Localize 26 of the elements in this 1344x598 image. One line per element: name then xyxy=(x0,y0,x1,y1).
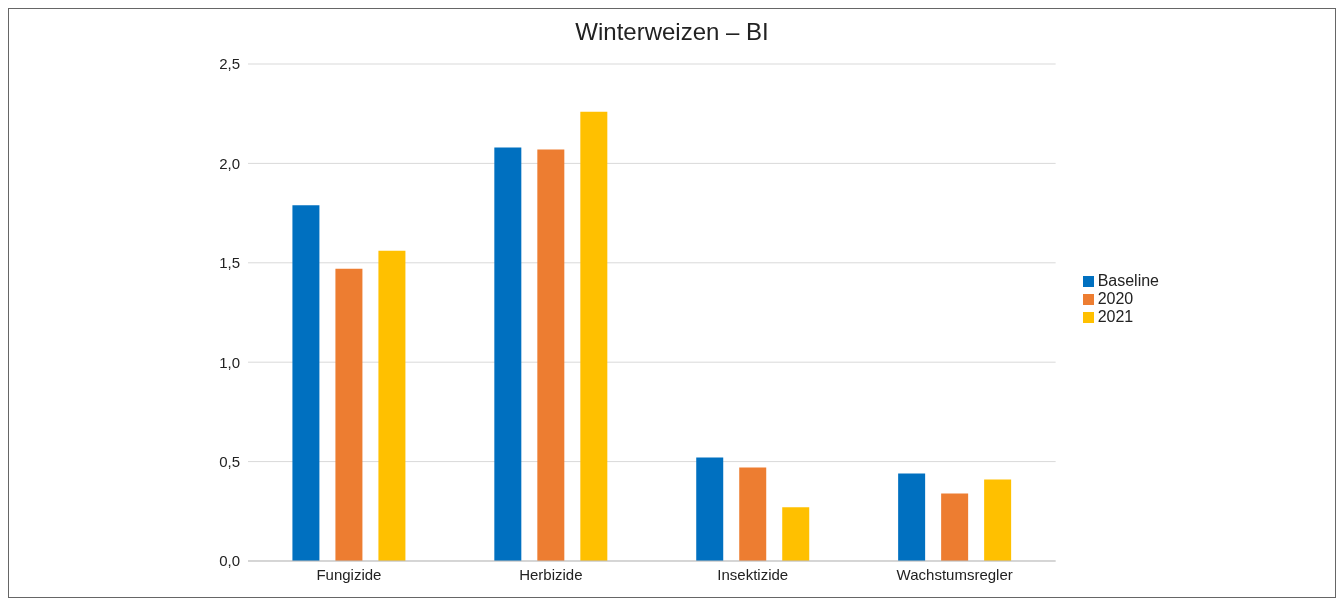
y-tick-label: 2,5 xyxy=(219,55,240,73)
bar xyxy=(739,467,767,561)
x-tick-label: Wachstumsregler xyxy=(896,565,1013,583)
x-tick-label: Insektizide xyxy=(717,565,789,583)
chart-title: Winterweizen – BI xyxy=(574,18,770,46)
bar xyxy=(580,111,608,561)
legend-label: Baseline xyxy=(1097,272,1159,289)
bar xyxy=(782,507,810,561)
bar xyxy=(941,493,969,561)
y-tick-label: 0,0 xyxy=(219,552,240,570)
bar xyxy=(984,479,1012,561)
bar xyxy=(335,268,363,561)
y-tick-label: 2,0 xyxy=(219,154,240,172)
y-tick-label: 1,0 xyxy=(219,353,240,371)
x-tick-label: Herbizide xyxy=(519,565,583,583)
x-tick-label: Fungizide xyxy=(316,565,382,583)
bar xyxy=(696,457,724,561)
bar xyxy=(378,250,406,561)
bar xyxy=(537,149,565,561)
legend-label: 2020 xyxy=(1097,290,1134,307)
legend-label: 2021 xyxy=(1097,308,1134,325)
bar xyxy=(898,473,926,561)
bar xyxy=(292,205,320,561)
bar xyxy=(494,147,522,561)
y-tick-label: 1,5 xyxy=(219,254,240,272)
y-tick-label: 0,5 xyxy=(219,452,240,470)
